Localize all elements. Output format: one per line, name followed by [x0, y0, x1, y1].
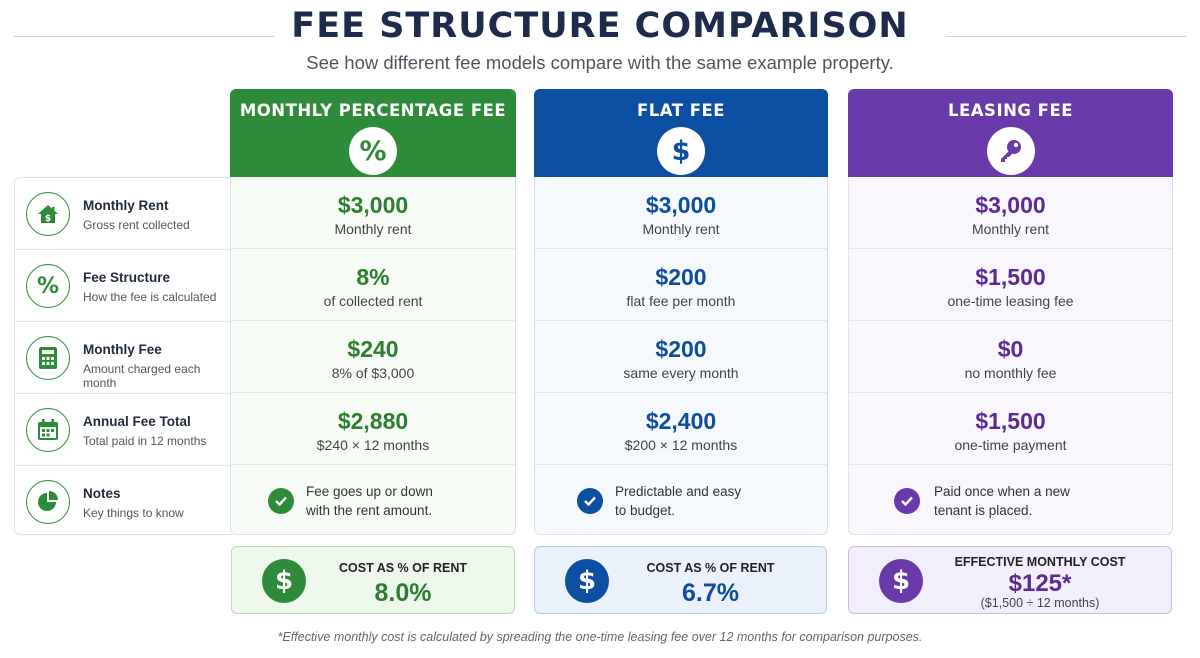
cell-monthly-fee: $0 no monthly fee — [849, 321, 1172, 393]
row-title: Notes — [83, 486, 121, 501]
cell-value: $2,880 — [337, 408, 409, 434]
summary-label: EFFECTIVE MONTHLY COST — [954, 555, 1126, 569]
cell-sub: no monthly fee — [964, 365, 1057, 381]
column-header-flat-fee: FLAT FEE $ — [534, 89, 828, 178]
cell-sub: one-time leasing fee — [947, 293, 1074, 309]
dollar-icon: $ — [262, 559, 306, 603]
summary-leasing-fee: $ EFFECTIVE MONTHLY COST $125* ($1,500 ÷… — [848, 546, 1172, 614]
key-icon — [986, 127, 1035, 175]
summary-note: ($1,500 ÷ 12 months) — [980, 596, 1100, 610]
cell-value: $1,500 — [975, 264, 1046, 290]
row-label-annual-fee-total: Annual Fee Total Total paid in 12 months — [15, 394, 233, 466]
summary-flat-fee: $ COST AS % OF RENT 6.7% — [534, 546, 827, 614]
cell-fee-structure: $200 flat fee per month — [535, 249, 827, 321]
column-header-leasing-fee: LEASING FEE — [848, 89, 1173, 178]
house-dollar-icon: $ — [26, 192, 70, 236]
calendar-icon — [26, 408, 70, 452]
cell-sub: $200 × 12 months — [624, 437, 738, 453]
checkmark-icon — [894, 488, 920, 514]
note-text: Predictable and easy to budget. — [615, 484, 742, 518]
row-title: Annual Fee Total — [83, 414, 191, 429]
row-desc: How the fee is calculated — [83, 290, 217, 304]
row-label-notes: Notes Key things to know — [15, 466, 233, 538]
cell-sub: Monthly rent — [334, 221, 412, 237]
cell-value: 8% — [356, 264, 390, 290]
summary-value: 6.7% — [682, 579, 739, 607]
row-label-monthly-rent: $ Monthly Rent Gross rent collected — [15, 178, 233, 250]
cell-sub: one-time payment — [954, 437, 1067, 453]
cell-sub: same every month — [623, 365, 739, 381]
cell-notes: Paid once when a new tenant is placed. — [849, 465, 1172, 537]
calculator-icon — [26, 336, 70, 380]
title-divider-right — [946, 36, 1186, 37]
cell-fee-structure: $1,500 one-time leasing fee — [849, 249, 1172, 321]
column-body-monthly-percentage-fee: $3,000 Monthly rent 8% of collected rent… — [230, 177, 516, 535]
cell-value: $200 — [655, 336, 707, 362]
checkmark-icon — [268, 488, 294, 514]
dollar-icon: $ — [879, 559, 923, 603]
dollar-icon: $ — [565, 559, 609, 603]
summary-label: COST AS % OF RENT — [338, 561, 467, 575]
cell-monthly-fee: $200 same every month — [535, 321, 827, 393]
row-title: Fee Structure — [83, 270, 171, 285]
column-header-monthly-percentage-fee: MONTHLY PERCENTAGE FEE % — [230, 89, 516, 178]
column-title: LEASING FEE — [948, 101, 1073, 120]
row-title: Monthly Fee — [83, 342, 162, 357]
cell-annual-fee-total: $2,880 $240 × 12 months — [231, 393, 515, 465]
column-body-leasing-fee: $3,000 Monthly rent $1,500 one-time leas… — [848, 177, 1173, 535]
row-desc: Gross rent collected — [83, 218, 190, 232]
column-title: FLAT FEE — [636, 101, 726, 120]
cell-fee-structure: 8% of collected rent — [231, 249, 515, 321]
checkmark-icon — [577, 488, 603, 514]
row-labels-panel: $ Monthly Rent Gross rent collected % Fe… — [14, 177, 233, 538]
row-title: Monthly Rent — [83, 198, 169, 213]
cell-value: $240 — [347, 336, 399, 362]
cell-sub: Monthly rent — [971, 221, 1050, 237]
cell-monthly-rent: $3,000 Monthly rent — [849, 177, 1172, 249]
row-label-fee-structure: % Fee Structure How the fee is calculate… — [15, 250, 233, 322]
column-title: MONTHLY PERCENTAGE FEE — [239, 101, 507, 120]
cell-sub: Monthly rent — [642, 221, 720, 237]
title-divider-left — [14, 36, 274, 37]
cell-annual-fee-total: $1,500 one-time payment — [849, 393, 1172, 465]
svg-text:$: $ — [45, 214, 51, 224]
cell-value: $0 — [997, 336, 1024, 362]
percent-icon: % — [26, 264, 70, 308]
cell-value: $1,500 — [975, 408, 1046, 434]
cell-notes: Predictable and easy to budget. — [535, 465, 827, 537]
summary-monthly-percentage-fee: $ COST AS % OF RENT 8.0% — [231, 546, 515, 614]
note-text: Paid once when a new tenant is placed. — [934, 484, 1070, 518]
column-body-flat-fee: $3,000 Monthly rent $200 flat fee per mo… — [534, 177, 828, 535]
cell-monthly-rent: $3,000 Monthly rent — [231, 177, 515, 249]
cell-value: $3,000 — [645, 192, 717, 218]
cell-value: $2,400 — [645, 408, 717, 434]
cell-notes: Fee goes up or down with the rent amount… — [231, 465, 515, 537]
cell-monthly-fee: $240 8% of $3,000 — [231, 321, 515, 393]
cell-value: $3,000 — [337, 192, 409, 218]
percent-icon: % — [349, 127, 397, 175]
summary-value: 8.0% — [374, 579, 432, 607]
row-desc: Key things to know — [83, 506, 184, 520]
page-title: FEE STRUCTURE COMPARISON — [291, 6, 909, 46]
cell-monthly-rent: $3,000 Monthly rent — [535, 177, 827, 249]
dollar-icon: $ — [657, 127, 705, 175]
cell-annual-fee-total: $2,400 $200 × 12 months — [535, 393, 827, 465]
cell-sub: of collected rent — [323, 293, 423, 309]
row-label-monthly-fee: Monthly Fee Amount charged each month — [15, 322, 233, 394]
page-subtitle: See how different fee models compare wit… — [306, 52, 894, 73]
cell-value: $3,000 — [975, 192, 1046, 218]
row-desc: Amount charged each month — [83, 362, 201, 390]
cell-sub: $240 × 12 months — [316, 437, 430, 453]
note-text: Fee goes up or down with the rent amount… — [306, 484, 433, 518]
summary-value: $125* — [1008, 570, 1072, 597]
cell-sub: 8% of $3,000 — [331, 365, 415, 381]
summary-label: COST AS % OF RENT — [646, 561, 775, 575]
cell-value: $200 — [655, 264, 707, 290]
pie-chart-icon — [26, 480, 70, 524]
footnote: *Effective monthly cost is calculated by… — [277, 630, 923, 644]
cell-sub: flat fee per month — [626, 293, 736, 309]
row-desc: Total paid in 12 months — [83, 434, 207, 448]
